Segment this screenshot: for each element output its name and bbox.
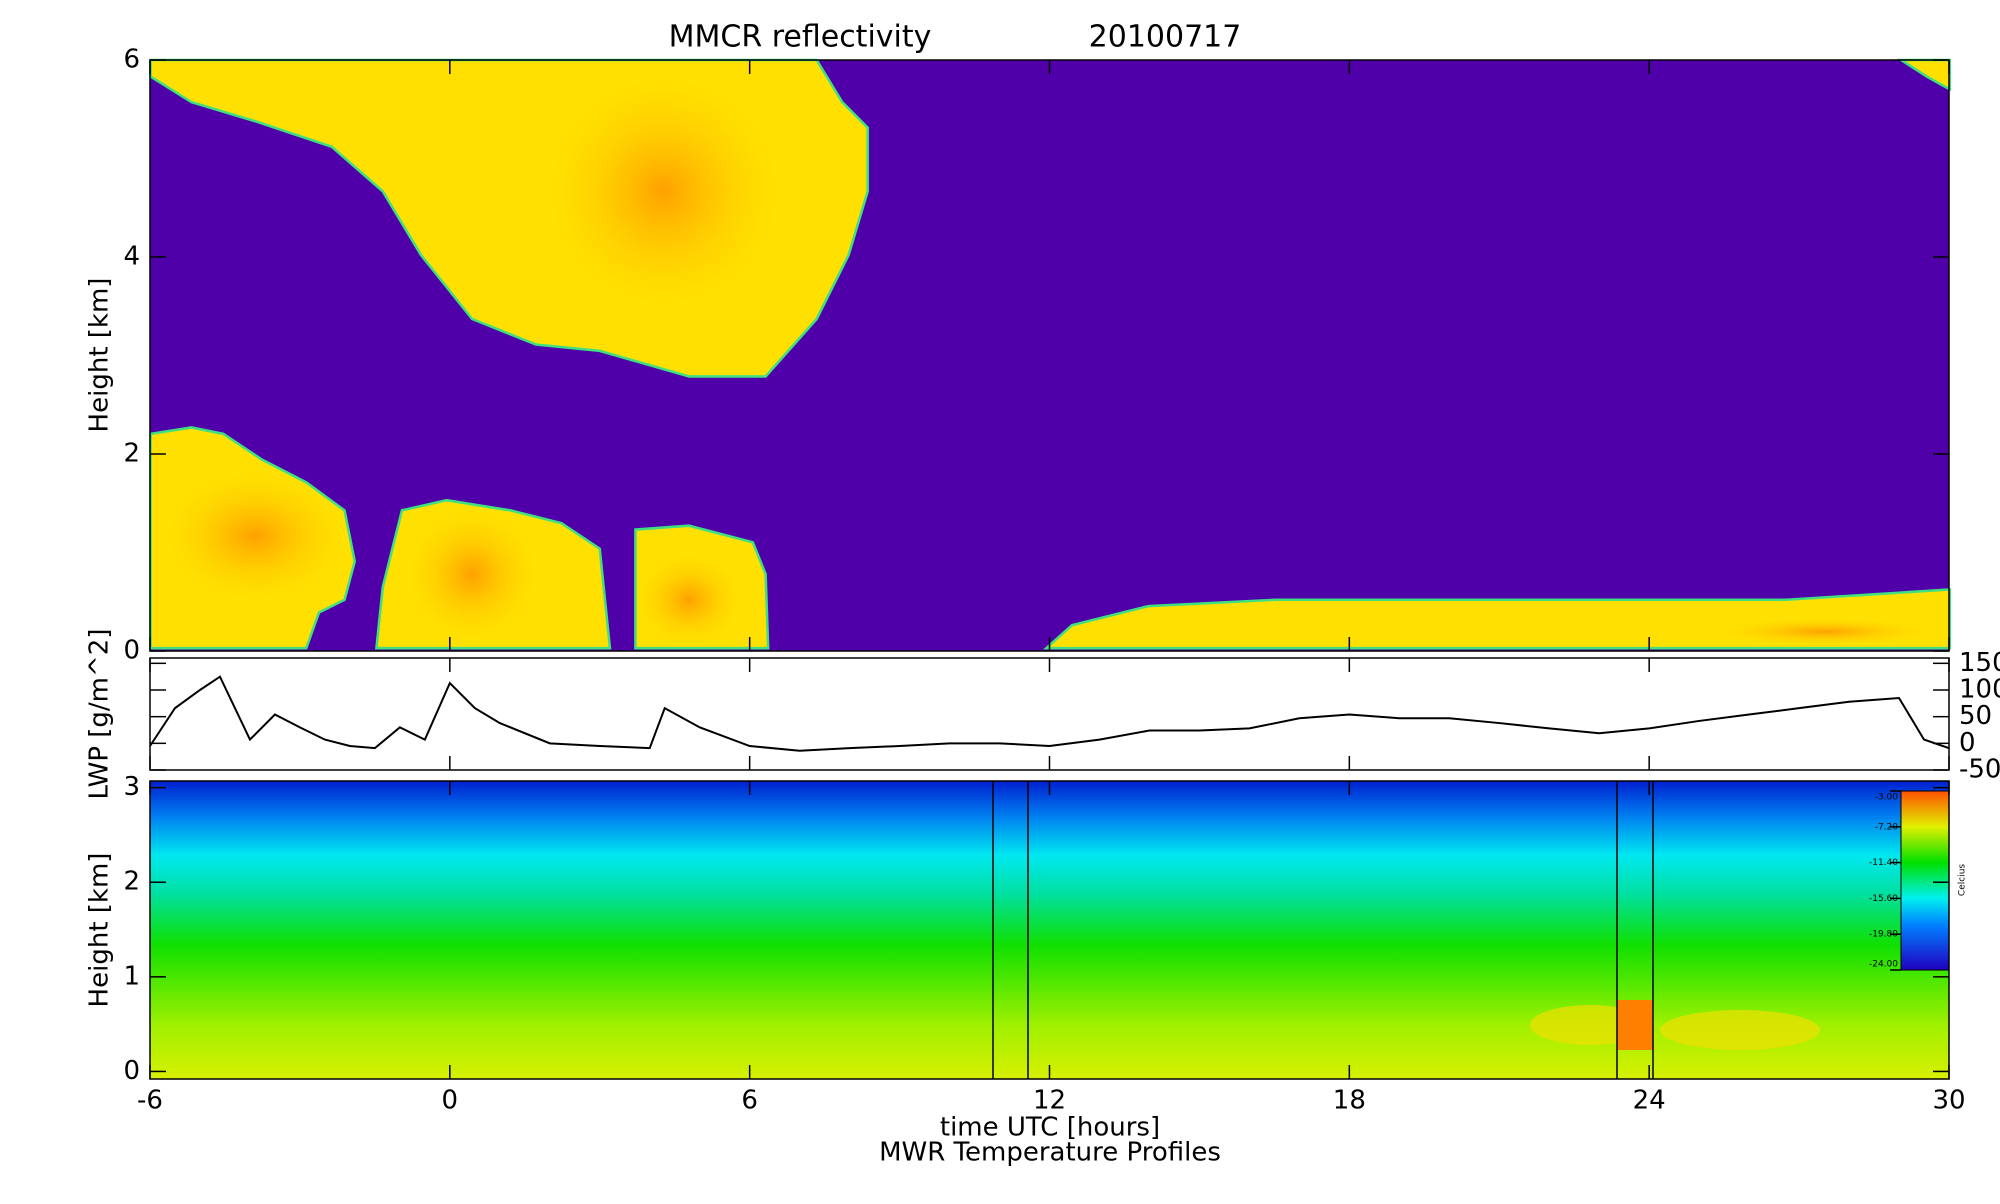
x-tick-label: 24	[1633, 1086, 1666, 1116]
y-tick-label: 0	[1959, 728, 1976, 758]
y-tick-label: 2	[123, 867, 140, 897]
colorbar-tick-label: -19.80	[1869, 930, 1898, 940]
colorbar	[1900, 790, 1950, 971]
reflectivity-field	[149, 58, 1952, 650]
y-axis-title: Height [km]	[85, 278, 115, 433]
temperature-detail	[992, 781, 1820, 1079]
y-tick-label: 0	[123, 636, 140, 666]
y-axis-title: Height [km]	[85, 853, 115, 1008]
lwp-line	[149, 675, 1950, 752]
x-tick-label: 6	[741, 1086, 758, 1116]
y-tick-label: 3	[123, 772, 140, 802]
y-tick-label: 100	[1959, 675, 2000, 705]
chart-title: MMCR reflectivity	[669, 20, 932, 55]
colorbar-tick-label: -24.00	[1869, 960, 1898, 970]
axes: 0246-500501001500123-60612182430-3.00-7.…	[123, 45, 2000, 1116]
y-tick-label: 50	[1959, 701, 1992, 731]
y-tick-label: 0	[123, 1056, 140, 1086]
colorbar-label: Celcius	[1958, 864, 1968, 896]
y-tick-label: -50	[1959, 755, 2000, 785]
colorbar-tick-label: -15.60	[1869, 894, 1898, 904]
y-tick-label: 4	[123, 242, 140, 272]
x-tick-label: 12	[1033, 1086, 1066, 1116]
y-axis-title: LWP [g/m^2]	[85, 629, 115, 800]
chart-date: 20100717	[1089, 20, 1242, 55]
x-tick-label: 18	[1333, 1086, 1366, 1116]
colorbar-tick-label: -3.00	[1875, 793, 1899, 803]
y-tick-label: 6	[123, 45, 140, 75]
y-tick-label: 2	[123, 439, 140, 469]
plot-frame	[149, 657, 1950, 771]
y-tick-label: 150	[1959, 648, 2000, 678]
x-tick-label: 0	[442, 1086, 459, 1116]
colorbar-tick-label: -7.20	[1875, 822, 1899, 832]
x-tick-label: -6	[137, 1086, 163, 1116]
y-tick-label: 1	[123, 961, 140, 991]
subtitle: MWR Temperature Profiles	[879, 1138, 1221, 1168]
x-tick-label: 30	[1932, 1086, 1965, 1116]
colorbar-tick-label: -11.40	[1869, 858, 1898, 868]
x-axis-title: time UTC [hours]	[940, 1113, 1160, 1143]
